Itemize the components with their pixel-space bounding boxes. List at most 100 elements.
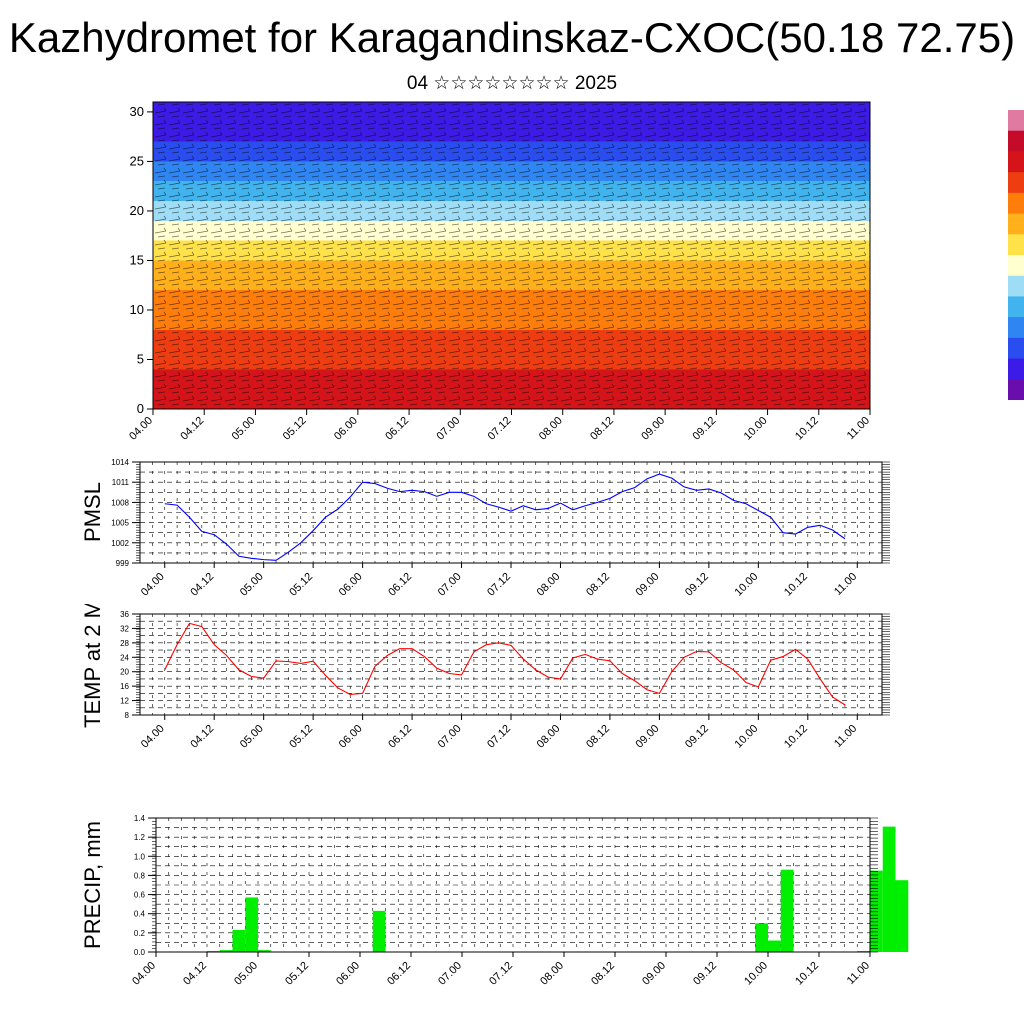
- xtick-label: 06.12: [386, 571, 414, 599]
- xtick-label: 07.12: [485, 571, 513, 599]
- y-axis: 0.0 0.2 0.4 0.6 0.8 1.0 1.2 1.4: [134, 814, 156, 957]
- xtick-label: 08.12: [584, 723, 612, 751]
- colorbar-cell: [1008, 358, 1024, 380]
- colorbar-cell: [1008, 317, 1024, 339]
- ytick-label: 32: [120, 624, 129, 633]
- xtick-label: 08.12: [584, 571, 612, 599]
- xtick-label: 05.12: [283, 960, 311, 988]
- ytick-label: 36: [120, 610, 129, 619]
- colorbar-cell: [1008, 172, 1024, 194]
- xtick-label: 09.12: [683, 571, 711, 599]
- ytick-label: 0.8: [134, 871, 146, 880]
- xtick-label: 05.12: [287, 723, 315, 751]
- x-axis: 04.00 04.12 05.00 05.12 06.00 06.12 07.00 07.12…: [130, 952, 872, 988]
- xs-ytick-label: 0: [137, 401, 144, 416]
- ytick-label: 1011: [112, 478, 130, 487]
- xs-xtick-label: 05.00: [230, 415, 258, 443]
- xtick-label: 04.12: [188, 571, 216, 599]
- ytick-label: 1.0: [134, 852, 146, 861]
- y-axis-label: PMSL: [80, 482, 105, 542]
- x-axis: 04.00 04.12 05.00 05.12 06.00 06.12 07.00 07.12…: [139, 563, 859, 599]
- y-axis: 999 1002 1005 1008 1011 1014: [111, 458, 140, 568]
- precip-panel: 0.00.20.40.60.81.01.21.404.00 04.12 05.00 0…: [80, 814, 909, 988]
- ytick-label: 28: [120, 639, 129, 648]
- xtick-label: 08.00: [535, 571, 563, 599]
- panel-grid: [139, 613, 883, 716]
- ytick-label: 20: [120, 668, 129, 677]
- ytick-label: 12: [120, 697, 129, 706]
- xs-xtick-label: 09.12: [691, 415, 719, 443]
- colorbar-cell: [1008, 234, 1024, 256]
- ytick-label: 16: [120, 682, 129, 691]
- colorbar-cell: [1008, 213, 1024, 235]
- precip-bar: [232, 929, 246, 952]
- xtick-label: 05.12: [287, 571, 315, 599]
- xs-xtick-label: 10.12: [793, 415, 821, 443]
- ytick-label: 0.4: [134, 910, 146, 919]
- xs-xtick-label: 04.00: [127, 415, 155, 443]
- precip-bar: [755, 923, 768, 952]
- xtick-label: 11.00: [832, 571, 859, 598]
- xtick-label: 09.00: [634, 723, 662, 751]
- xtick-label: 06.12: [385, 960, 413, 988]
- precip-bar: [882, 826, 896, 952]
- xs-ytick-label: 15: [130, 252, 144, 267]
- xtick-label: 10.00: [742, 960, 770, 988]
- xs-xtick-label: 06.12: [383, 415, 411, 443]
- xs-ytick-label: 20: [130, 203, 144, 218]
- x-axis: 04.00 04.12 05.00 05.12 06.00 06.12 07.00 07.12…: [139, 715, 859, 751]
- xtick-label: 04.12: [181, 960, 209, 988]
- ytick-label: 0.0: [134, 948, 146, 957]
- xs-xtick-label: 07.00: [434, 415, 462, 443]
- xtick-label: 11.00: [832, 723, 859, 750]
- series-line: [164, 473, 846, 561]
- xs-xtick-label: 10.00: [742, 415, 770, 443]
- xs-ytick-label: 30: [130, 104, 144, 119]
- xtick-label: 10.12: [782, 723, 810, 751]
- xtick-label: 08.00: [535, 723, 563, 751]
- xtick-label: 04.12: [188, 723, 216, 751]
- xtick-label: 05.00: [238, 723, 266, 751]
- y-axis-label: PRECIP, mm: [80, 821, 105, 949]
- xtick-label: 09.00: [640, 960, 668, 988]
- colorbar-cell: [1008, 337, 1024, 360]
- xs-ytick-label: 25: [130, 153, 144, 168]
- xtick-label: 05.00: [232, 960, 260, 988]
- edge-ticks: [152, 817, 878, 953]
- y-axis-label: TEMP at 2 M: [80, 604, 105, 728]
- xs-ytick-label: 5: [137, 351, 144, 366]
- ytick-label: 1002: [111, 539, 129, 548]
- precip-bar: [372, 910, 386, 952]
- xs-xtick-label: 05.12: [281, 415, 309, 443]
- xtick-label: 04.00: [130, 960, 158, 988]
- xtick-label: 10.12: [793, 960, 821, 988]
- xs-xtick-label: 11.00: [845, 415, 872, 442]
- cross-section-panel: 0 5 10 15 20 25 30 04.00 04.12 05.00 05.12 06.00 06…: [127, 101, 872, 443]
- colorbar-cell: [1008, 192, 1024, 215]
- xtick-label: 09.12: [691, 960, 719, 988]
- precip-bar: [245, 897, 258, 952]
- xtick-label: 07.00: [436, 571, 464, 599]
- precip-bar: [219, 950, 233, 952]
- xtick-label: 06.00: [337, 723, 365, 751]
- xtick-label: 10.00: [733, 571, 761, 599]
- colorbar-cell: [1008, 151, 1024, 173]
- xtick-label: 04.00: [139, 571, 167, 599]
- wind-barbs-overlay: [153, 102, 870, 409]
- xs-xtick-label: 08.12: [588, 415, 616, 443]
- ytick-label: 0.2: [134, 929, 146, 938]
- xtick-label: 09.12: [683, 723, 711, 751]
- colorbar-cell: [1008, 275, 1024, 297]
- xtick-label: 08.00: [538, 960, 566, 988]
- xs-xtick-label: 07.12: [486, 415, 514, 443]
- colorbar: [1008, 110, 1024, 400]
- temp-panel: 8 12 16 20 24 28 32 36 04.00 04.12 05.00 05.12 06.00…: [80, 604, 890, 751]
- ytick-label: 0.6: [134, 891, 146, 900]
- panel-grid: [139, 461, 883, 564]
- precip-bar: [895, 880, 909, 952]
- xs-xtick-label: 04.12: [178, 415, 206, 443]
- ytick-label: 1.4: [134, 814, 146, 823]
- ytick-label: 999: [116, 559, 130, 568]
- colorbar-cell: [1008, 255, 1024, 277]
- ytick-label: 1005: [111, 519, 129, 528]
